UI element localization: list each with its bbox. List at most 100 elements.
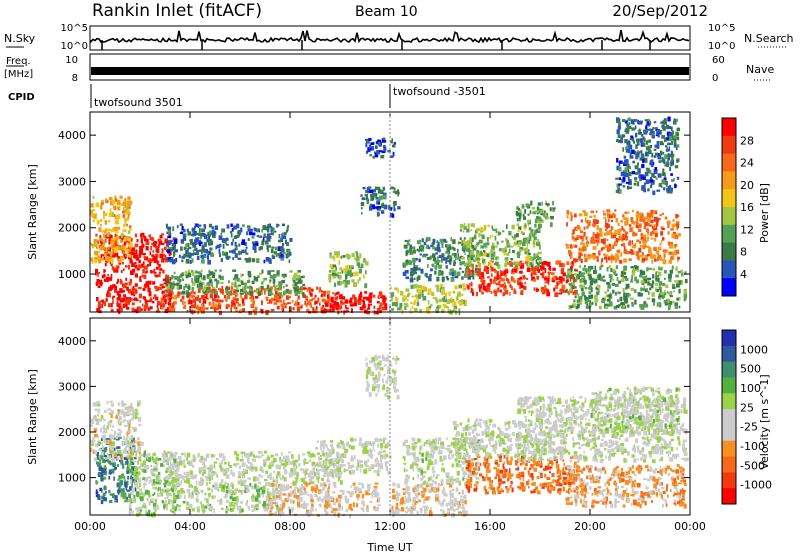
- power-cell: [527, 241, 529, 246]
- power-cell: [383, 187, 386, 191]
- power-cell: [466, 262, 468, 266]
- power-cell: [123, 269, 125, 271]
- power-cell: [469, 262, 471, 265]
- power-cell: [446, 241, 448, 243]
- power-cell: [173, 251, 176, 255]
- velocity-cell: [124, 500, 128, 503]
- power-cell: [622, 147, 624, 152]
- power-cell: [214, 294, 217, 298]
- power-cell: [499, 232, 502, 235]
- power-cell: [436, 277, 439, 282]
- power-cell: [491, 291, 493, 294]
- power-cell: [528, 214, 530, 216]
- power-cell: [252, 233, 256, 236]
- power-cell: [106, 256, 110, 261]
- power-cell: [657, 254, 659, 257]
- velocity-cell: [273, 477, 275, 481]
- velocity-cell: [276, 465, 280, 470]
- velocity-cell: [323, 475, 327, 477]
- power-cell: [491, 258, 495, 260]
- power-cell: [685, 279, 688, 283]
- power-cell: [640, 132, 642, 134]
- power-cell: [382, 203, 384, 206]
- power-cell: [139, 265, 141, 268]
- power-cell: [393, 201, 397, 206]
- power-cell: [209, 224, 212, 228]
- power-cell: [222, 251, 225, 256]
- power-cell: [481, 272, 484, 277]
- power-cell: [159, 287, 162, 290]
- power-cell: [273, 274, 276, 278]
- velocity-cell: [146, 456, 150, 458]
- power-cbar-segment-0: [722, 118, 736, 136]
- power-cell: [661, 240, 663, 242]
- power-cell: [463, 300, 465, 304]
- power-cell: [235, 298, 239, 301]
- power-cell: [592, 236, 594, 240]
- power-cell: [398, 194, 400, 197]
- power-cell: [104, 220, 107, 223]
- power-cell: [500, 289, 502, 292]
- power-cell: [245, 253, 248, 255]
- power-cell: [652, 280, 654, 284]
- power-cell: [196, 278, 200, 283]
- power-cell: [599, 306, 602, 310]
- power-cell: [492, 243, 495, 247]
- velocity-cell: [263, 486, 265, 490]
- power-cell: [613, 214, 615, 218]
- power-cell: [610, 279, 612, 283]
- velocity-cell: [138, 466, 142, 470]
- velocity-cell: [95, 409, 97, 412]
- power-cell: [487, 276, 490, 278]
- power-cell: [668, 298, 670, 303]
- power-cell: [603, 280, 606, 282]
- velocity-cell: [247, 477, 251, 479]
- power-cell: [116, 269, 119, 273]
- power-cell: [132, 308, 135, 313]
- power-cell: [438, 242, 440, 247]
- velocity-cell: [206, 482, 208, 486]
- power-cell: [677, 128, 680, 131]
- power-cell: [452, 253, 454, 256]
- power-cell: [547, 262, 551, 267]
- power-cell: [275, 296, 279, 301]
- power-cell: [303, 288, 306, 290]
- velocity-cell: [252, 498, 255, 502]
- power-cell: [650, 212, 653, 217]
- power-cell: [181, 260, 183, 263]
- power-cell: [648, 291, 650, 295]
- power-cell: [312, 307, 314, 309]
- power-cell: [665, 217, 668, 220]
- velocity-cell: [143, 503, 146, 506]
- power-cell: [219, 253, 221, 257]
- power-cell: [539, 245, 541, 249]
- power-cell: [174, 248, 176, 252]
- power-cell: [510, 246, 513, 248]
- velocity-cell: [224, 482, 227, 485]
- power-cell: [166, 277, 169, 281]
- cpid-label: CPID: [8, 92, 35, 103]
- power-cell: [379, 305, 382, 309]
- power-cell: [439, 299, 443, 302]
- power-cell: [566, 222, 568, 226]
- power-cell: [298, 302, 300, 306]
- power-cell: [169, 305, 172, 310]
- power-cell: [172, 292, 174, 295]
- power-cell: [608, 219, 610, 223]
- power-cell: [217, 295, 219, 298]
- velocity-cell: [90, 424, 93, 427]
- power-cell: [249, 257, 251, 261]
- power-cell: [228, 256, 231, 259]
- power-cell: [622, 243, 625, 247]
- velocity-cell: [111, 458, 115, 463]
- power-cell: [535, 210, 539, 212]
- power-cell: [391, 155, 394, 158]
- power-cell: [623, 177, 626, 182]
- power-cell: [248, 273, 251, 277]
- velocity-cell: [117, 489, 120, 493]
- power-cell: [112, 266, 115, 270]
- power-cell: [108, 246, 110, 250]
- power-cell: [271, 309, 275, 311]
- power-cell: [397, 307, 401, 310]
- velocity-cell: [112, 404, 114, 407]
